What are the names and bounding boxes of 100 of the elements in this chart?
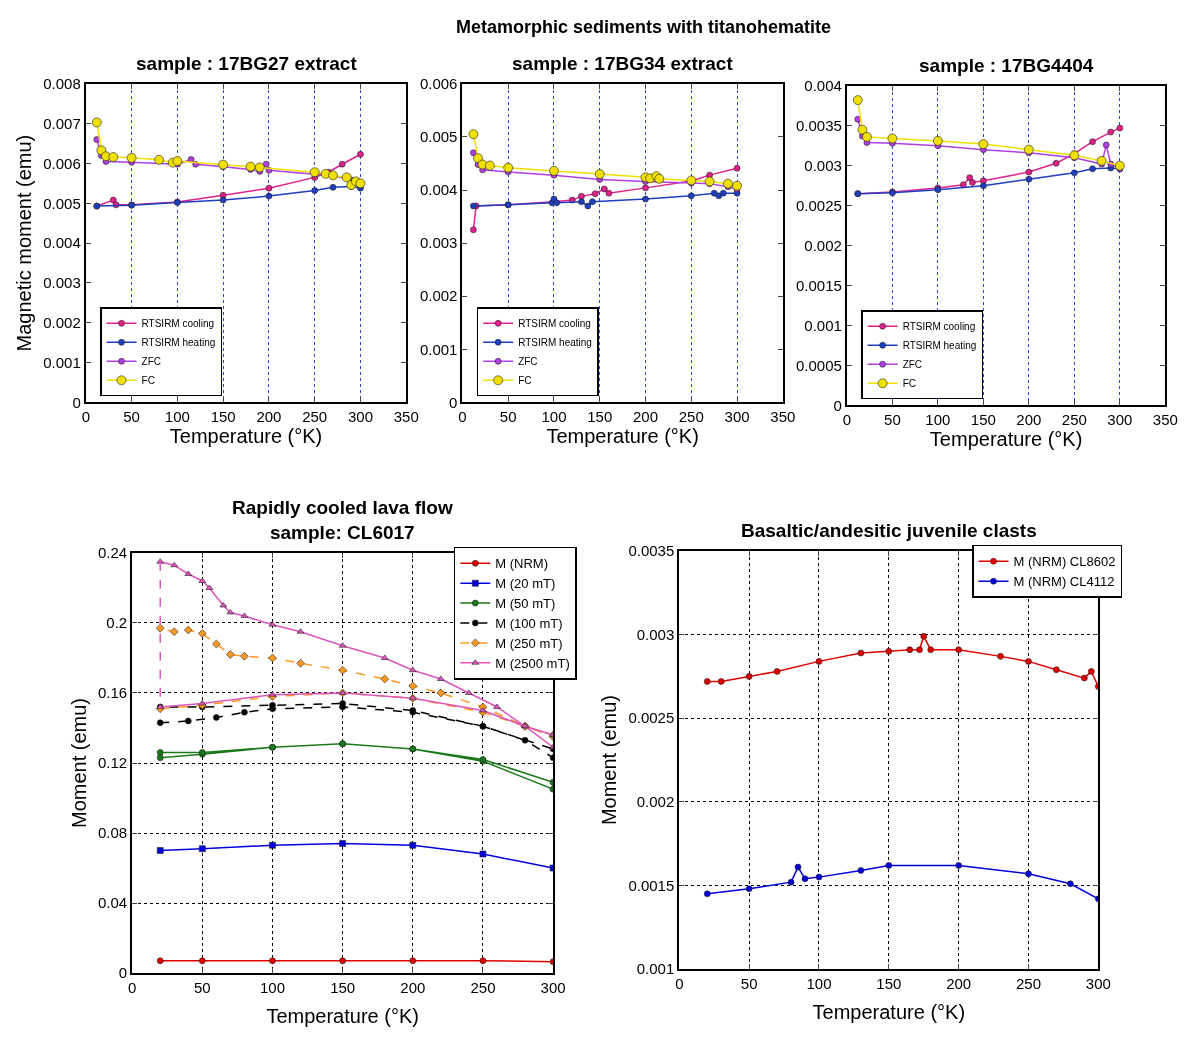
y-tick-label: 0.0005 — [796, 356, 842, 374]
y-tick-label: 0.006 — [419, 75, 458, 93]
legend-label: M (20 mT) — [495, 576, 556, 592]
y-tick-label: 0.003 — [636, 625, 675, 643]
x-tick-label: 250 — [302, 408, 328, 426]
x-tick-label: 100 — [259, 979, 285, 997]
y-tick-label: 0.003 — [419, 234, 458, 252]
y-tick-label: 0 — [833, 396, 842, 414]
y-tick-label: 0.002 — [636, 793, 675, 811]
chart-title: Rapidly cooled lava flow sample: CL6017 — [232, 497, 453, 543]
y-tick-label: 0.24 — [97, 544, 128, 562]
x-tick-label: 250 — [678, 408, 704, 426]
legend-label: ZFC — [141, 356, 161, 368]
legend-label: M (50 mT) — [495, 596, 556, 612]
x-tick-label: 150 — [210, 408, 236, 426]
x-tick-label: 300 — [1085, 975, 1111, 993]
legend-label: RTSIRM cooling — [518, 318, 591, 330]
y-tick-label: 0.16 — [97, 684, 128, 702]
legend-label: FC — [141, 375, 155, 387]
x-axis-title: Temperature (°K) — [812, 1001, 966, 1024]
legend-label: M (NRM) CL8602 — [1013, 554, 1116, 570]
x-tick-label: 250 — [1015, 975, 1041, 993]
x-axis-title: Temperature (°K) — [929, 428, 1083, 451]
x-tick-label: 200 — [946, 975, 972, 993]
x-tick-label: 100 — [925, 411, 951, 429]
y-tick-label: 0.2 — [106, 614, 128, 632]
y-tick-label: 0.001 — [43, 353, 81, 371]
x-tick-label: 50 — [193, 979, 211, 997]
x-tick-label: 50 — [740, 975, 758, 993]
legend-label: M (100 mT) — [495, 616, 563, 632]
y-tick-label: 0.003 — [804, 156, 842, 174]
y-tick-label: 0.005 — [43, 194, 81, 212]
y-tick-label: 0 — [449, 393, 458, 411]
legend-label: RTSIRM cooling — [902, 321, 976, 333]
y-tick-label: 0.0015 — [628, 876, 675, 894]
x-tick-label: 300 — [347, 408, 373, 426]
x-tick-label: 350 — [393, 408, 419, 426]
y-tick-label: 0 — [118, 964, 128, 982]
x-tick-label: 200 — [400, 979, 426, 997]
x-tick-label: 50 — [123, 408, 140, 426]
x-tick-label: 150 — [587, 408, 613, 426]
legend-label: M (250 mT) — [495, 635, 563, 651]
x-tick-label: 300 — [540, 979, 566, 997]
x-tick-label: 200 — [633, 408, 659, 426]
chart-title: sample : 17BG27 extract — [136, 53, 358, 74]
legend-label: RTSIRM heating — [902, 340, 977, 352]
y-tick-label: 0.0025 — [628, 709, 675, 727]
chart-title: Basaltic/andesitic juvenile clasts — [741, 520, 1037, 541]
x-tick-label: 50 — [884, 411, 901, 429]
legend-label: M (NRM) — [495, 556, 549, 572]
y-tick-label: 0.004 — [43, 234, 81, 252]
y-tick-label: 0.004 — [804, 76, 842, 94]
y-tick-label: 0.002 — [43, 314, 81, 332]
x-tick-label: 100 — [164, 408, 190, 426]
y-tick-label: 0.08 — [97, 824, 128, 842]
y-tick-label: 0.001 — [636, 960, 675, 978]
x-axis-title: Temperature (°K) — [169, 425, 323, 448]
legend-label: RTSIRM cooling — [141, 318, 215, 330]
x-tick-label: 150 — [330, 979, 356, 997]
y-tick-label: 0.001 — [804, 316, 842, 334]
x-axis-title: Temperature (°K) — [266, 1005, 419, 1028]
legend-label: M (NRM) CL4112 — [1013, 574, 1115, 590]
legend-label: RTSIRM heating — [141, 337, 216, 349]
x-axis-title: Temperature (°K) — [546, 425, 699, 448]
x-tick-label: 200 — [1016, 411, 1042, 429]
y-axis-title: Magnetic moment (emu) — [13, 134, 36, 352]
x-tick-label: 50 — [499, 408, 517, 426]
y-tick-label: 0.002 — [419, 287, 458, 305]
legend-label: FC — [518, 375, 532, 387]
y-tick-label: 0.04 — [97, 894, 128, 912]
y-tick-label: 0.001 — [419, 340, 458, 358]
legend-label: RTSIRM heating — [518, 337, 592, 349]
x-tick-label: 250 — [1061, 411, 1087, 429]
x-tick-label: 100 — [541, 408, 567, 426]
y-tick-label: 0 — [72, 393, 81, 411]
y-axis-title: Moment (emu) — [598, 695, 621, 826]
legend-label: FC — [902, 378, 916, 390]
y-tick-label: 0.005 — [419, 128, 458, 146]
x-tick-label: 100 — [806, 975, 832, 993]
x-tick-label: 350 — [770, 408, 796, 426]
y-tick-label: 0.0025 — [796, 196, 842, 214]
y-tick-label: 0.008 — [43, 75, 81, 93]
legend-label: M (2500 mT) — [495, 655, 570, 671]
x-tick-label: 150 — [970, 411, 996, 429]
chart-title: sample : 17BG34 extract — [512, 53, 734, 74]
chart-title: sample : 17BG4404 — [919, 55, 1094, 76]
text: Metamorphic sediments with titanohematite — [456, 17, 832, 37]
y-axis-title: Moment (emu) — [67, 697, 90, 829]
y-tick-label: 0.002 — [804, 236, 842, 254]
x-tick-label: 300 — [724, 408, 750, 426]
x-tick-label: 300 — [1107, 411, 1133, 429]
y-tick-label: 0.12 — [97, 754, 128, 772]
y-tick-label: 0.0015 — [796, 276, 842, 294]
x-tick-label: 350 — [1152, 411, 1178, 429]
y-tick-label: 0.007 — [43, 114, 81, 132]
y-tick-label: 0.004 — [419, 181, 458, 199]
legend-label: ZFC — [902, 359, 923, 371]
x-tick-label: 150 — [876, 975, 902, 993]
x-tick-label: 250 — [470, 979, 496, 997]
legend-label: ZFC — [518, 356, 538, 368]
